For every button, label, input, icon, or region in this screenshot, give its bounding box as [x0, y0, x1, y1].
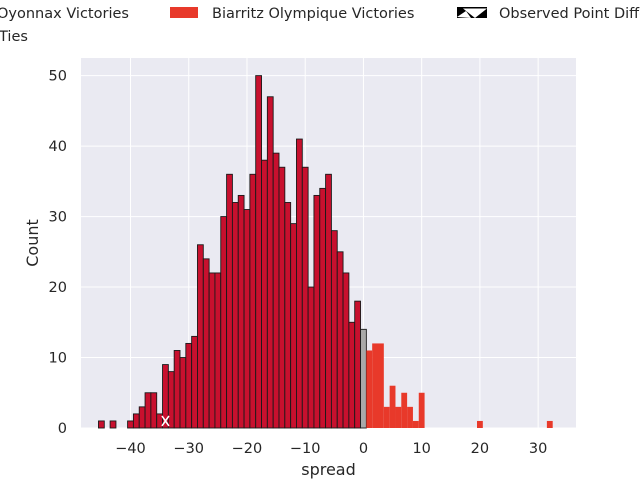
bar-biarritz	[389, 385, 396, 428]
y-axis-ticks: 0 10 20 30 40 50	[49, 69, 67, 437]
bar-biarritz	[401, 392, 408, 428]
x-tick-label: 0	[359, 441, 368, 457]
bar-oyonnax	[319, 187, 327, 429]
bar-biarritz	[366, 350, 373, 428]
x-tick-label: 20	[471, 441, 489, 457]
bar-oyonnax	[132, 413, 140, 429]
bar-biarritz	[378, 343, 384, 428]
x-tick-label: −40	[115, 441, 146, 457]
x-axis-label: spread	[301, 460, 356, 479]
bar-oyonnax	[284, 202, 292, 429]
legend: Oyonnax Victories Biarritz Olympique Vic…	[0, 6, 640, 45]
bar-oyonnax	[272, 152, 280, 429]
y-tick-label: 20	[49, 280, 67, 296]
bar-oyonnax	[98, 420, 105, 429]
bar-oyonnax	[336, 251, 344, 429]
observed-point-mark	[161, 415, 170, 427]
x-tick-label: −20	[232, 441, 263, 457]
bar-oyonnax	[307, 286, 315, 429]
bar-oyonnax	[191, 335, 198, 429]
x-tick-label: 30	[529, 441, 547, 457]
x-tick-label: −30	[173, 441, 204, 457]
bar-oyonnax	[296, 138, 303, 429]
bar-oyonnax	[342, 272, 350, 429]
bar-oyonnax	[325, 173, 332, 429]
y-tick-label: 0	[58, 421, 67, 437]
bar-oyonnax	[330, 230, 338, 429]
bar-biarritz	[372, 343, 378, 428]
bar-oyonnax	[301, 166, 309, 429]
bar-oyonnax	[290, 223, 297, 429]
bar-oyonnax	[109, 420, 117, 429]
legend-label-observed: Observed Point Difference	[499, 6, 640, 22]
bar-oyonnax	[208, 272, 216, 429]
bar-biarritz	[412, 420, 419, 428]
bar-oyonnax	[266, 96, 274, 429]
bar-oyonnax	[150, 392, 158, 429]
legend-label-biarritz: Biarritz Olympique Victories	[212, 6, 414, 22]
bar-biarritz	[546, 420, 553, 428]
observed-point-marker	[161, 415, 170, 427]
bar-oyonnax	[220, 216, 228, 429]
bar-oyonnax	[226, 173, 233, 429]
bar-oyonnax	[156, 413, 163, 429]
bar-oyonnax	[144, 392, 152, 429]
bar-oyonnax	[214, 272, 222, 429]
bar-oyonnax	[127, 420, 134, 429]
legend-label-ties: Ties	[0, 29, 28, 45]
bar-oyonnax	[278, 166, 286, 429]
legend-label-oyonnax: Oyonnax Victories	[0, 6, 129, 22]
bar-oyonnax	[231, 202, 239, 429]
legend-swatch-biarritz	[170, 7, 198, 18]
bar-oyonnax	[243, 209, 251, 429]
bar-oyonnax	[197, 244, 204, 429]
bar-oyonnax	[313, 194, 321, 429]
y-tick-label: 40	[49, 139, 67, 155]
bar-oyonnax	[138, 406, 146, 429]
x-tick-label: −10	[290, 441, 321, 457]
bar-oyonnax	[348, 321, 356, 429]
bar-oyonnax	[354, 300, 361, 429]
y-tick-label: 10	[49, 351, 67, 367]
bar-oyonnax	[167, 371, 175, 429]
y-tick-label: 30	[49, 210, 67, 226]
bar-biarritz	[407, 406, 413, 428]
bar-biarritz	[477, 420, 483, 428]
bar-oyonnax	[255, 75, 262, 429]
bar-oyonnax	[185, 342, 193, 429]
bar-oyonnax	[249, 173, 257, 429]
bar-oyonnax	[261, 159, 268, 429]
bar-oyonnax	[202, 258, 210, 429]
y-axis-label: Count	[23, 219, 42, 267]
bar-biarritz	[383, 406, 390, 428]
x-axis-ticks: −40 −30 −20 −10 0 10 20 30	[115, 441, 547, 457]
legend-swatch-observed	[457, 7, 487, 18]
bar-oyonnax	[179, 357, 187, 429]
y-tick-label: 50	[49, 69, 67, 85]
bar-biarritz	[418, 392, 425, 428]
bar-oyonnax	[173, 350, 181, 429]
bar-tie	[360, 328, 367, 429]
bar-oyonnax	[237, 194, 245, 429]
x-tick-label: 10	[412, 441, 430, 457]
histogram-bars	[98, 75, 553, 429]
bar-biarritz	[395, 406, 402, 428]
